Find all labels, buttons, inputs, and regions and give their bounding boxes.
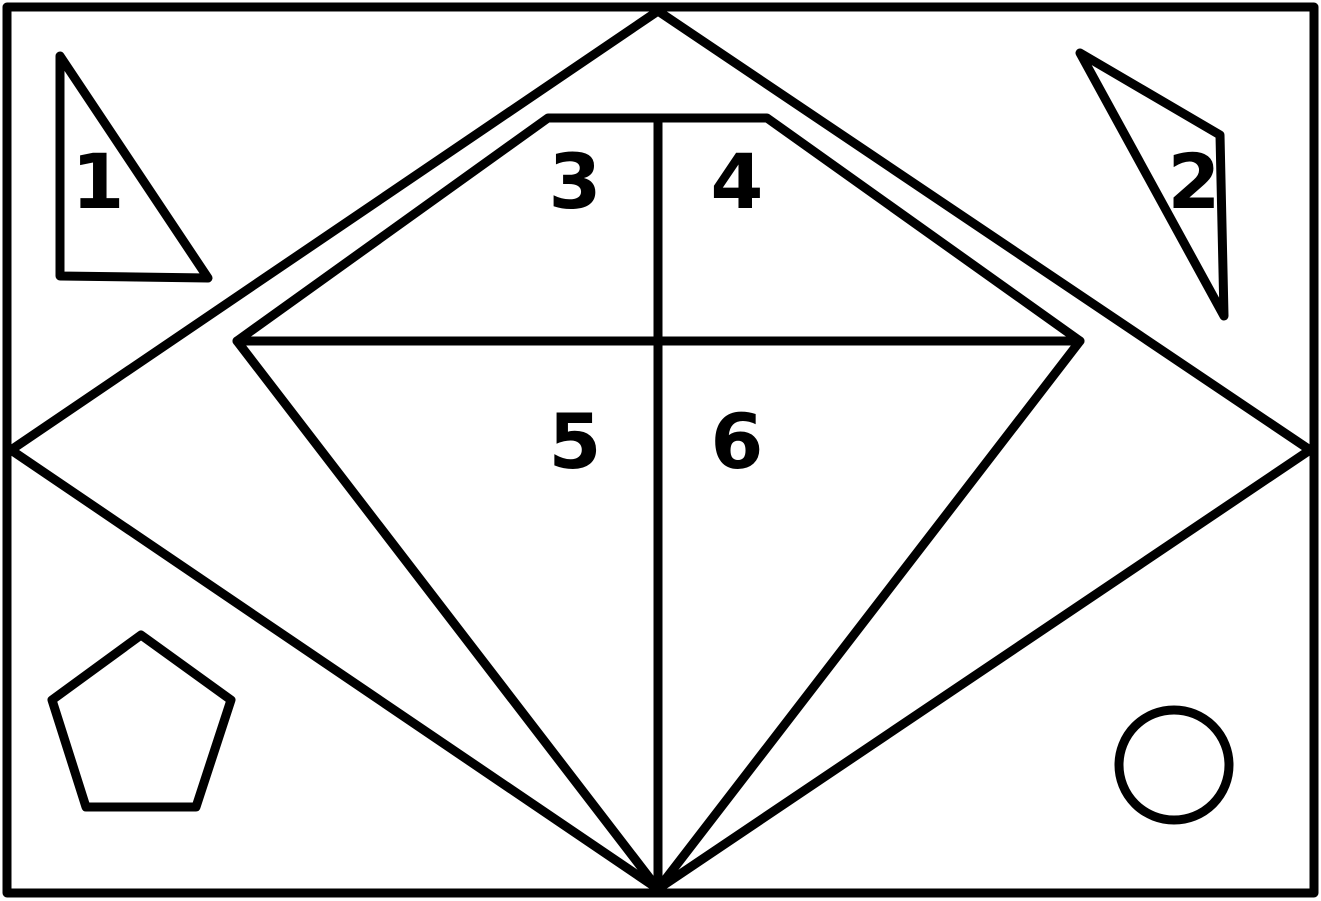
triangle-shape-1	[55, 51, 213, 283]
label-region-4: 4	[711, 137, 764, 226]
label-region-5: 5	[549, 397, 602, 486]
label-region-1: 1	[72, 137, 125, 226]
label-region-2: 2	[1168, 137, 1221, 226]
kite-outline	[232, 113, 1085, 894]
pentagon-shape	[47, 630, 236, 812]
label-region-6: 6	[711, 397, 764, 486]
triangle-shape-2	[1075, 48, 1229, 321]
circle-shape	[1114, 705, 1234, 825]
label-region-3: 3	[549, 137, 602, 226]
